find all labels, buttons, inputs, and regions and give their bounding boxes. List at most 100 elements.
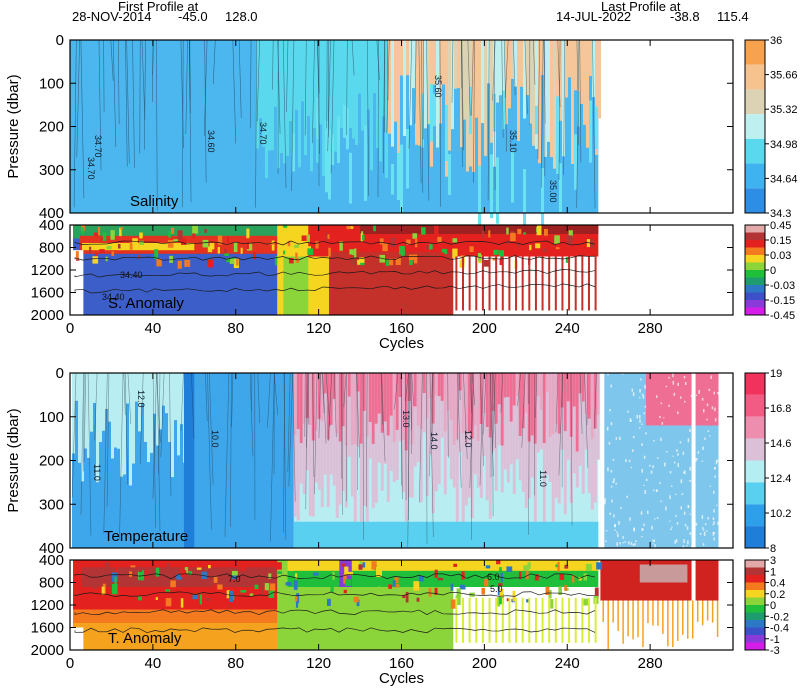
- temperature-column: [398, 397, 402, 442]
- t-anomaly-profile: [528, 597, 531, 643]
- t-anomaly-contour: [74, 591, 596, 598]
- temperature-column: [473, 373, 477, 426]
- temperature-contour: [306, 372, 309, 448]
- salinity-column: [505, 40, 508, 125]
- x-tick-label: 120: [306, 320, 331, 337]
- t-anomaly-patch: [231, 570, 238, 576]
- salinity-column: [295, 40, 298, 110]
- temperature-column: [593, 428, 597, 503]
- t-anomaly-profile: [501, 597, 504, 643]
- y-tick-label: 1200: [31, 597, 64, 614]
- last-profile-lat: -38.8: [670, 9, 700, 24]
- t-anomaly-patch: [464, 580, 470, 586]
- temperature-dot: [703, 531, 706, 536]
- t-anomaly-patch: [498, 583, 503, 587]
- t-anomaly-patch: [578, 577, 582, 581]
- s-anomaly-patch: [246, 228, 250, 239]
- salinity-contour: [317, 39, 320, 154]
- t-anomaly-patch: [371, 561, 377, 570]
- salinity-column: [382, 40, 385, 117]
- t-anomaly-profile: [691, 600, 694, 639]
- temperature-dot: [682, 451, 685, 455]
- y-tick-label: 300: [39, 496, 64, 513]
- temperature-column: [90, 431, 93, 548]
- s-anomaly-patch: [439, 252, 445, 260]
- colorbar-label: 19: [770, 368, 782, 380]
- temperature-contour: [429, 372, 434, 538]
- s-anomaly-patch: [406, 239, 411, 245]
- t-anomaly-patch: [295, 599, 299, 608]
- temperature-dot: [706, 418, 708, 421]
- temperature-column: [335, 373, 339, 434]
- t-anomaly-profile: [632, 600, 634, 640]
- temperature-dot: [670, 528, 672, 531]
- temperature-dot: [714, 466, 716, 470]
- temperature-dot: [641, 423, 643, 425]
- temperature-dot: [689, 513, 691, 515]
- colorbar-swatch: [745, 567, 765, 575]
- x-tick-label: 160: [389, 320, 414, 337]
- s-anomaly-patch: [441, 248, 448, 255]
- t-anomaly-profile: [468, 597, 471, 643]
- temperature-column: [317, 419, 321, 490]
- salinity-contour-label: 34.70: [86, 157, 96, 180]
- colorbar-swatch: [745, 64, 765, 90]
- temperature-column: [386, 373, 390, 436]
- s-anomaly-patch: [305, 246, 312, 251]
- salinity-contour: [533, 39, 536, 85]
- s-anomaly-contour-label: 34.40: [120, 270, 143, 280]
- temperature-contour: [250, 372, 253, 411]
- salinity-column: [445, 104, 448, 161]
- temperature-dot: [671, 526, 673, 528]
- t-anomaly-patch: [461, 571, 465, 580]
- salinity-contour: [408, 39, 413, 149]
- colorbar-label: -0.4: [770, 623, 789, 635]
- t-anomaly-patch: [268, 590, 275, 598]
- salinity-contour: [386, 39, 390, 133]
- s-anomaly-patch: [566, 235, 573, 245]
- salinity-column: [580, 40, 583, 105]
- temperature-dot: [620, 506, 622, 509]
- salinity-column: [388, 40, 391, 134]
- t-anomaly-profile: [521, 597, 524, 643]
- t-anomaly-patch: [295, 596, 298, 602]
- s-anomaly-patch: [117, 243, 121, 249]
- salinity-column: [298, 40, 301, 168]
- salinity-contour: [180, 39, 184, 148]
- temperature-contour: [207, 372, 212, 530]
- t-anomaly-contour: [74, 609, 596, 615]
- y-tick-label: 800: [39, 240, 64, 257]
- s-anomaly-profile: [587, 256, 590, 311]
- s-anomaly-patch: [408, 254, 415, 261]
- temperature-column: [392, 442, 396, 483]
- temperature-dot: [639, 427, 641, 429]
- t-anomaly-profile: [657, 600, 659, 626]
- t-anomaly-patch: [217, 584, 223, 590]
- t-anomaly-profile: [461, 597, 464, 643]
- temperature-dot: [644, 405, 647, 408]
- salinity-column: [589, 40, 592, 76]
- temperature-column: [434, 395, 438, 492]
- panel-label: T. Anomaly: [108, 630, 182, 647]
- salinity-column: [553, 40, 556, 169]
- temperature-column: [467, 373, 471, 433]
- temperature-column: [401, 373, 405, 441]
- temperature-column: [464, 444, 468, 506]
- temperature-column: [401, 440, 405, 492]
- s-anomaly-patch: [492, 257, 496, 261]
- t-anomaly-patch: [343, 589, 347, 594]
- temperature-column: [509, 421, 513, 465]
- y-tick-label: 200: [39, 119, 64, 136]
- temperature-dot: [684, 381, 687, 386]
- t-anomaly-patch: [596, 562, 603, 570]
- colorbar-swatch: [745, 575, 765, 583]
- temperature-column: [84, 448, 87, 548]
- salinity-column: [562, 40, 565, 157]
- t-anomaly-patch: [182, 570, 187, 577]
- temperature-column: [590, 439, 594, 510]
- s-anomaly-patch: [425, 245, 429, 250]
- temperature-dot: [617, 533, 619, 538]
- t-anomaly-patch: [213, 584, 218, 591]
- temperature-column: [159, 429, 162, 548]
